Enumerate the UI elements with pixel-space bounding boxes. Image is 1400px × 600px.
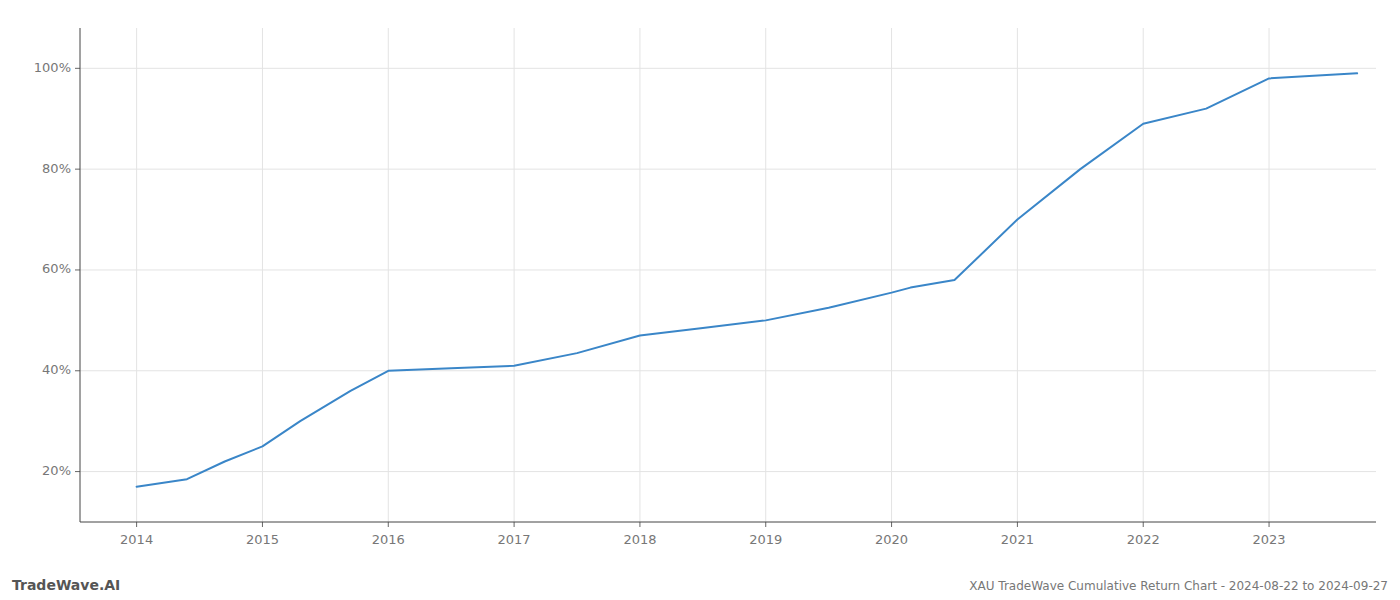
tick-label-x: 2016: [372, 532, 405, 547]
grid-line-x: [136, 28, 137, 522]
tick-label-x: 2019: [749, 532, 782, 547]
tick-label-y: 60%: [42, 261, 71, 276]
grid: [80, 28, 1376, 522]
grid-line-x: [262, 28, 263, 522]
grid-line-x: [1143, 28, 1144, 522]
tick-label-x: 2020: [875, 532, 908, 547]
grid-line-x: [639, 28, 640, 522]
tick-label-x: 2014: [120, 532, 153, 547]
tick-x: [388, 522, 389, 527]
tick-y: [75, 370, 80, 371]
axis-x: [80, 522, 1376, 523]
tick-label-x: 2023: [1253, 532, 1286, 547]
tick-label-y: 100%: [34, 60, 71, 75]
grid-line-y: [80, 269, 1376, 270]
tick-label-x: 2021: [1001, 532, 1034, 547]
tick-x: [136, 522, 137, 527]
tick-label-y: 40%: [42, 362, 71, 377]
grid-line-x: [891, 28, 892, 522]
tick-x: [1269, 522, 1270, 527]
tick-x: [765, 522, 766, 527]
tick-label-x: 2022: [1127, 532, 1160, 547]
grid-line-y: [80, 68, 1376, 69]
grid-line-x: [388, 28, 389, 522]
axes: 20% 40% 60% 80% 100% 2014 2015 2016 2017 2018 2019…: [34, 28, 1376, 547]
tick-x: [514, 522, 515, 527]
tick-y: [75, 471, 80, 472]
tick-label-x: 2018: [623, 532, 656, 547]
tick-x: [262, 522, 263, 527]
grid-line-x: [514, 28, 515, 522]
series: [137, 73, 1358, 486]
tick-label-y: 20%: [42, 463, 71, 478]
line: [137, 73, 1358, 486]
tick-x: [1143, 522, 1144, 527]
tick-y: [75, 68, 80, 69]
page: {"chart_data": {"type": "line", "title":…: [0, 0, 1400, 600]
grid-line-y: [80, 169, 1376, 170]
watermark: TradeWave.AI: [12, 577, 120, 593]
tick-label-x: 2017: [498, 532, 531, 547]
tick-x: [891, 522, 892, 527]
title: XAU TradeWave Cumulative Return Chart - …: [969, 579, 1388, 593]
tick-y: [75, 169, 80, 170]
grid-line-x: [1269, 28, 1270, 522]
grid-line-x: [1017, 28, 1018, 522]
axis-y: [80, 28, 81, 522]
chart: 20% 40% 60% 80% 100% 2014 2015 2016 2017 2018 2019…: [0, 0, 1400, 600]
tick-y: [75, 269, 80, 270]
grid-line-x: [765, 28, 766, 522]
grid-line-y: [80, 471, 1376, 472]
grid-line-y: [80, 370, 1376, 371]
tick-x: [1017, 522, 1018, 527]
tick-label-x: 2015: [246, 532, 279, 547]
tick-label-y: 80%: [42, 161, 71, 176]
tick-x: [639, 522, 640, 527]
